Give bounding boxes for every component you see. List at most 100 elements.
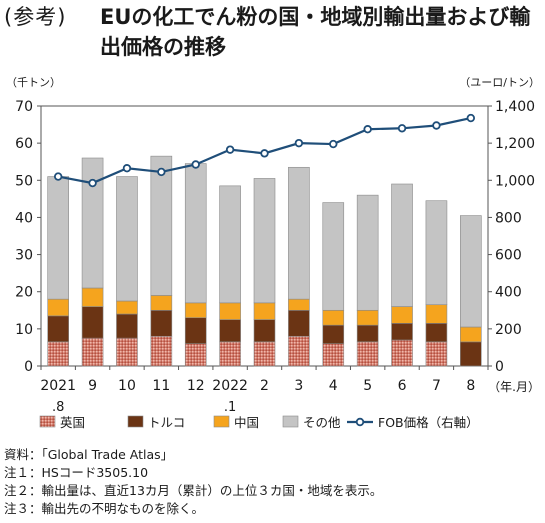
bar-segment-other	[47, 176, 69, 300]
fob-price-point	[363, 125, 372, 134]
bar-segment-other	[460, 215, 482, 328]
y2-tick-label: 400	[495, 285, 522, 301]
y2-tick-label: 1,000	[495, 173, 535, 189]
x-tick-sublabel: .8	[52, 400, 64, 415]
bar-segment-other	[322, 202, 345, 311]
bar-segment-turkey	[150, 309, 173, 337]
bar-segment-other	[81, 157, 104, 289]
y-tick-label: 30	[15, 248, 33, 264]
bar-segment-other	[219, 185, 241, 304]
fob-price-point	[260, 149, 269, 158]
y-tick-label: 70	[15, 99, 33, 115]
fob-price-point	[191, 160, 200, 169]
title-tag: (参考)	[4, 5, 67, 29]
legend-uk-label: 英国	[60, 415, 85, 430]
bar-segment-china	[184, 302, 207, 319]
bar-segment-other	[116, 176, 138, 302]
bar-segment-china	[47, 298, 69, 317]
legend-other-label: その他	[303, 415, 341, 430]
bar-segment-uk	[253, 341, 276, 367]
bar-segment-uk	[391, 339, 413, 367]
source-note: 資料：「Global Trade Atlas」	[4, 447, 174, 462]
bar-segment-other	[356, 194, 379, 311]
title-text: EUの化工でん粉の国・地域別輸出量および輸出価格の推移	[100, 5, 531, 59]
bar-segment-turkey	[81, 306, 104, 339]
y2-tick-label: 1,200	[495, 136, 535, 152]
bar-segment-china	[150, 295, 173, 311]
fob-price-point	[432, 121, 441, 130]
x-tick-sublabel: .1	[224, 400, 236, 415]
x-axis-unit: （年.月）	[488, 380, 540, 394]
y-tick-label: 40	[15, 210, 33, 226]
right-axis-unit: （ユーロ/トン）	[459, 76, 540, 89]
fob-price-point	[157, 167, 166, 177]
fob-price-point	[53, 172, 63, 181]
bar-segment-china	[253, 302, 276, 320]
bar-segment-other	[288, 166, 310, 300]
fob-price-point	[294, 138, 304, 148]
x-tick-label: 4	[329, 378, 338, 394]
x-tick-label: 2021	[40, 378, 76, 394]
legend-turkey-swatch	[127, 415, 144, 428]
bar-segment-turkey	[322, 324, 345, 345]
y-tick-label: 10	[15, 322, 33, 338]
bar-segment-uk	[47, 341, 69, 367]
x-tick-label: 3	[294, 378, 303, 394]
bar-segment-uk	[116, 337, 138, 367]
fob-price-point	[329, 139, 338, 149]
y2-tick-label: 1,400	[495, 99, 535, 115]
bar-segment-turkey	[425, 322, 448, 343]
bar-segment-uk	[425, 341, 448, 367]
bar-segment-turkey	[116, 313, 138, 339]
bar-segment-uk	[184, 343, 207, 367]
x-tick-label: 10	[118, 378, 136, 394]
note-2: 注２：輸出量は、直近13カ月（累計）の上位３カ国・地域を表示。	[4, 483, 383, 498]
bar-segment-other	[425, 200, 448, 306]
x-tick-label: 8	[466, 378, 475, 394]
bar-segment-china	[425, 304, 448, 324]
x-tick-label: 11	[152, 378, 170, 394]
x-tick-label: 2022	[212, 378, 248, 394]
bar-segment-china	[81, 287, 104, 307]
legend-turkey-label: トルコ	[148, 415, 185, 430]
legend-fob-label: FOB価格（右軸）	[378, 415, 479, 430]
y2-tick-label: 0	[495, 359, 504, 375]
legend-china-swatch	[213, 415, 230, 428]
bar-segment-china	[219, 302, 241, 320]
bar-segment-uk	[150, 335, 173, 367]
bar-segment-turkey	[184, 317, 207, 345]
fob-price-point	[88, 178, 97, 188]
fob-price-point	[466, 113, 476, 123]
x-tick-label: 7	[432, 378, 441, 394]
bar-segment-uk	[81, 337, 104, 367]
y-tick-label: 0	[24, 359, 33, 375]
note-1: 注１：HSコード3505.10	[4, 465, 149, 480]
bar-segment-turkey	[47, 315, 69, 343]
bar-segment-other	[150, 155, 173, 296]
fob-price-point	[225, 145, 235, 154]
bar-segment-china	[391, 306, 413, 324]
bar-segment-china	[322, 309, 345, 326]
bar-segment-china	[460, 326, 482, 343]
bar-segment-uk	[219, 341, 241, 367]
bar-segment-uk	[322, 343, 345, 367]
bar-segment-turkey	[391, 322, 413, 341]
legend-china-label: 中国	[234, 415, 259, 430]
y2-tick-label: 800	[495, 210, 522, 226]
y2-tick-label: 200	[495, 322, 522, 338]
bar-segment-turkey	[460, 341, 482, 367]
bar-segment-uk	[356, 341, 379, 367]
x-tick-label: 6	[398, 378, 407, 394]
x-tick-label: 12	[187, 378, 205, 394]
bar-segment-china	[356, 309, 379, 326]
y-tick-label: 50	[15, 173, 33, 189]
x-tick-label: 2	[260, 378, 269, 394]
bar-segment-turkey	[253, 319, 276, 343]
left-axis-unit: （千トン）	[6, 76, 61, 89]
legend-uk-swatch	[39, 415, 56, 428]
fob-price-point	[122, 164, 132, 173]
fob-price-point	[397, 124, 407, 133]
x-tick-label: 5	[363, 378, 372, 394]
bar-segment-turkey	[219, 319, 241, 343]
